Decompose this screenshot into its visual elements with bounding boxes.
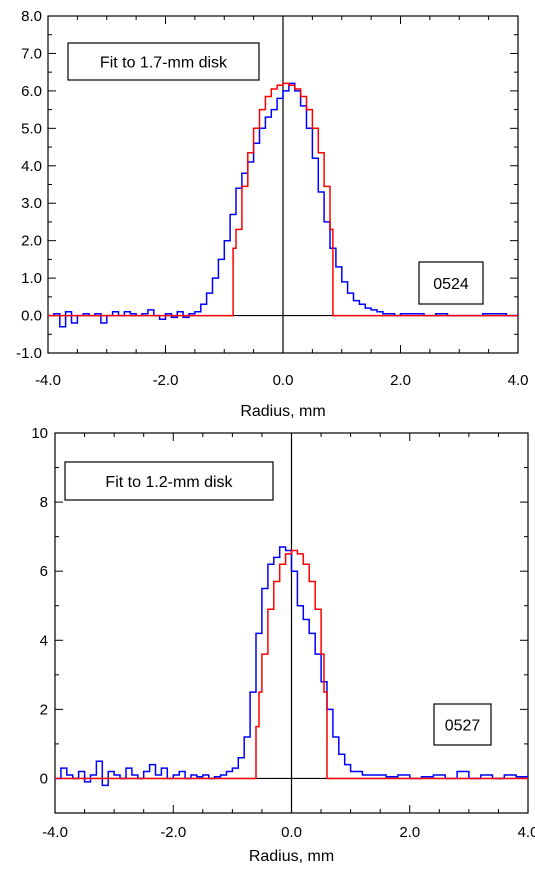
y-tick-label: 0.0: [21, 308, 42, 325]
y-tick-label: 8.0: [21, 8, 42, 25]
y-tick-label: 4: [40, 632, 48, 649]
id-label: 0524: [433, 276, 469, 293]
x-tick-label: -4.0: [42, 824, 68, 841]
fit-label: Fit to 1.7-mm disk: [100, 55, 228, 72]
bottom-chart-panel: -4.0 -2.0 0.0 2.0 4.0 0 2 4 6 8 10 Radius, mm Fit to…: [31, 425, 535, 865]
disk-fit-line: [55, 549, 528, 780]
x-tick-label: 0.0: [281, 824, 302, 841]
y-tick-label: 1.0: [21, 270, 42, 287]
x-axis-title: Radius, mm: [240, 403, 325, 420]
y-tick-label: 3.0: [21, 195, 42, 212]
y-tick-label: 2.0: [21, 233, 42, 250]
x-tick-label: 4.0: [508, 372, 529, 389]
y-tick-label: 4.0: [21, 158, 42, 175]
series-group: [55, 546, 528, 787]
y-tick-label: 0: [40, 770, 48, 787]
x-tick-label: 0.0: [273, 372, 294, 389]
x-tick-label: 2.0: [390, 372, 411, 389]
y-tick-label: 6.0: [21, 83, 42, 100]
x-tick-label: -4.0: [35, 372, 61, 389]
id-label-box: [418, 261, 484, 305]
y-tick-label: 7.0: [21, 45, 42, 62]
x-axis-title: Radius, mm: [249, 848, 334, 865]
fit-label: Fit to 1.2-mm disk: [105, 474, 233, 491]
y-tick-label: 6: [40, 563, 48, 580]
x-tick-label: -2.0: [160, 824, 186, 841]
y-tick-label: 2: [40, 701, 48, 718]
x-tick-label: 2.0: [399, 824, 420, 841]
y-tick-label: -1.0: [16, 345, 42, 362]
y-tick-label: 8: [40, 494, 48, 511]
top-chart-panel: -4.0 -2.0 0.0 2.0 4.0 -1.0 0.0 1.0 2.0 3.0 4.0 5.0 6…: [16, 8, 528, 420]
fit-label-box: [64, 461, 274, 501]
id-label-box: [433, 703, 492, 746]
measured-profile-line: [55, 546, 528, 787]
disk-fit-line: [48, 82, 518, 317]
id-label: 0527: [445, 718, 481, 735]
series-group: [48, 82, 518, 328]
y-tick-label: 10: [31, 425, 48, 442]
fit-label-box: [67, 42, 260, 81]
x-tick-label: -2.0: [153, 372, 179, 389]
x-tick-label: 4.0: [518, 824, 535, 841]
y-tick-label: 5.0: [21, 120, 42, 137]
